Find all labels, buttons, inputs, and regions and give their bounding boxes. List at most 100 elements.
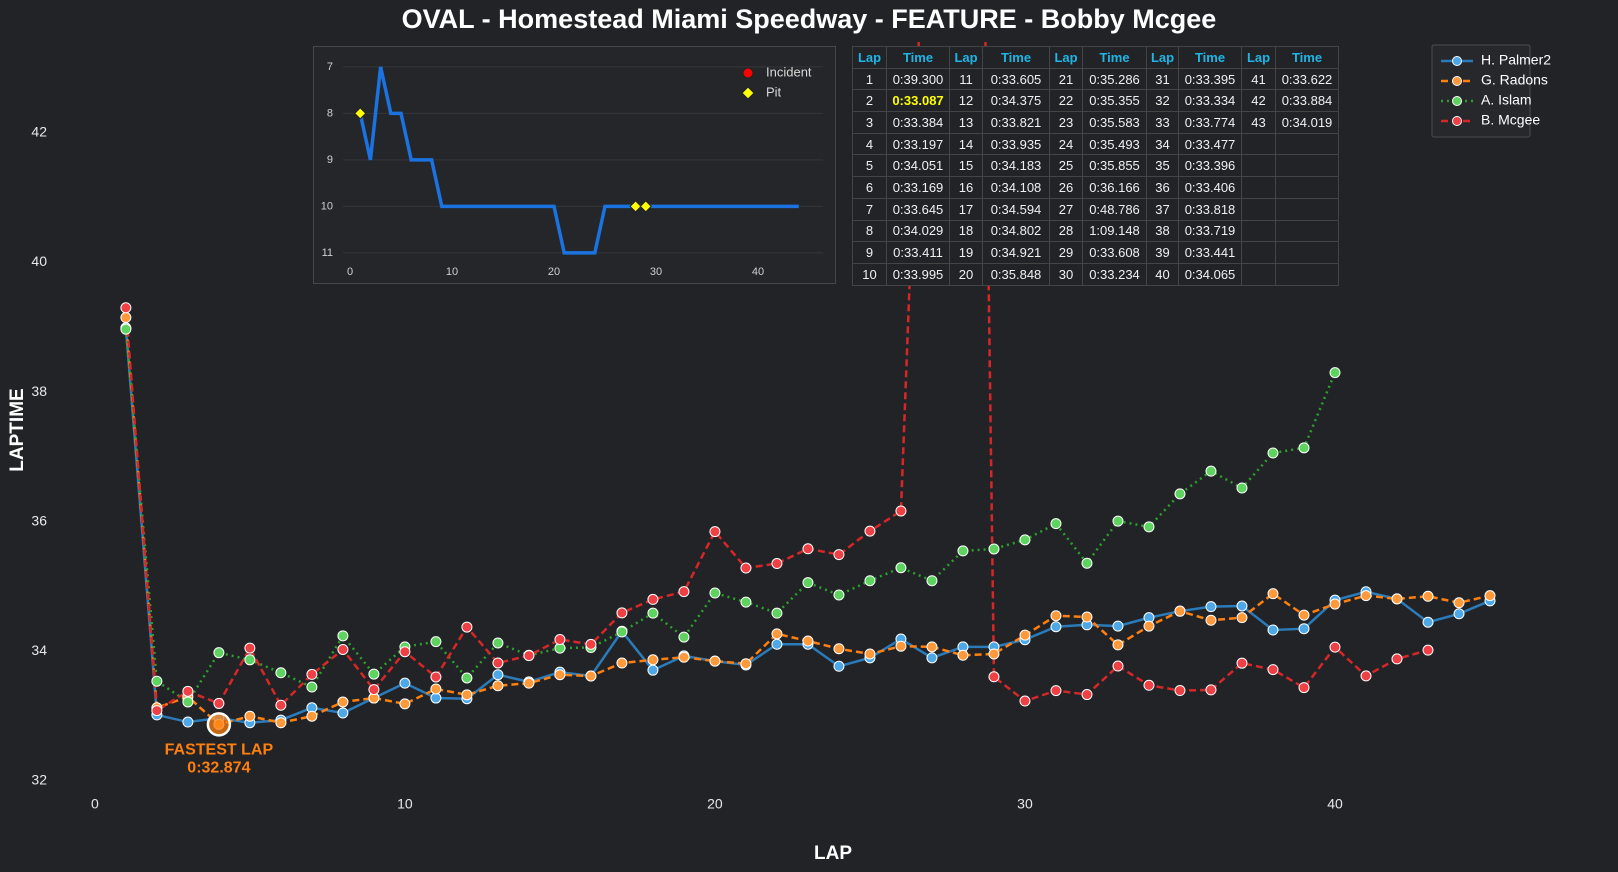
- data-point: [244, 654, 256, 666]
- data-point: [492, 680, 504, 692]
- table-cell: 0:33.441: [1178, 241, 1242, 264]
- data-point: [709, 526, 721, 538]
- data-point: [1112, 620, 1124, 632]
- data-point: [647, 654, 659, 666]
- table-cell: 6: [852, 176, 887, 199]
- lap-table: Lap Time Lap Time Lap Time Lap Time Lap Time 1 0:39…: [852, 46, 1339, 286]
- table-cell: 0:39.300: [886, 67, 950, 91]
- table-cell: 1:09.148: [1082, 219, 1147, 243]
- data-point: [554, 634, 566, 646]
- table-cell: 20: [949, 262, 983, 286]
- table-cell: 0:34.065: [1178, 262, 1242, 286]
- data-point: [678, 631, 690, 643]
- table-cell: 0:33.645: [886, 197, 950, 221]
- inset-frame: [313, 46, 836, 284]
- data-point: [1143, 679, 1155, 691]
- data-point: [864, 575, 876, 587]
- data-point: [275, 699, 287, 711]
- data-point: [1019, 534, 1031, 546]
- data-point: [771, 558, 783, 570]
- y-tick-label: 8: [327, 107, 333, 119]
- table-cell: Lap: [1241, 46, 1276, 69]
- table-cell: 0:35.355: [1082, 89, 1147, 113]
- data-point: [1174, 605, 1186, 617]
- table-cell: 0:34.183: [982, 154, 1050, 178]
- data-point: [802, 577, 814, 589]
- data-point: [120, 302, 132, 314]
- table-cell: 0:33.884: [1275, 89, 1339, 113]
- x-tick-label: 0: [347, 266, 353, 278]
- data-point: [585, 638, 597, 650]
- data-point: [1329, 367, 1341, 379]
- data-point: [1391, 653, 1403, 665]
- table-cell: 4: [852, 132, 887, 156]
- table-cell: 29: [1049, 241, 1083, 264]
- table-cell: 21: [1049, 67, 1083, 91]
- data-point: [399, 677, 411, 689]
- data-point: [678, 586, 690, 598]
- data-point: [1391, 593, 1403, 605]
- data-point: [1205, 465, 1217, 477]
- table-cell: 7: [852, 197, 887, 221]
- table-cell: 0:33.396: [1178, 154, 1242, 178]
- table-cell: 0:35.583: [1082, 111, 1147, 134]
- data-point: [1267, 624, 1279, 636]
- x-tick-label: 10: [446, 266, 458, 278]
- table-cell: 0:33.995: [886, 262, 950, 286]
- data-point: [337, 707, 349, 719]
- data-point: [430, 636, 442, 648]
- data-point: [244, 642, 256, 654]
- data-point: [709, 587, 721, 599]
- data-point: [1112, 639, 1124, 651]
- data-point: [1236, 600, 1248, 612]
- position-inset: 7 8 9 10 11 0 10 20 30 40 Incident Pit: [313, 46, 836, 284]
- data-point: [399, 698, 411, 710]
- y-axis-label: LAPTIME: [7, 388, 28, 471]
- table-cell: 0:34.108: [982, 176, 1050, 199]
- data-point: [430, 671, 442, 683]
- legend-marker: [1452, 76, 1462, 86]
- x-tick-label: 20: [707, 796, 723, 812]
- table-row: 1 0:39.300 11 0:33.605 21 0:35.286 31 0:33.395 4…: [852, 67, 1339, 91]
- table-cell: 0:34.921: [982, 241, 1050, 264]
- table-cell: 23: [1049, 111, 1083, 134]
- table-row: 6 0:33.169 16 0:34.108 26 0:36.166 36 0:33.406: [852, 176, 1339, 199]
- data-point: [709, 655, 721, 667]
- table-cell: [1275, 262, 1339, 286]
- data-point: [213, 647, 225, 659]
- table-cell: 0:33.169: [886, 176, 950, 199]
- data-point: [1453, 597, 1465, 609]
- data-point: [337, 630, 349, 642]
- table-cell: 15: [949, 154, 983, 178]
- table-cell: [1275, 154, 1339, 178]
- data-point: [1298, 623, 1310, 635]
- series-line: [124, 327, 1491, 724]
- data-point: [1112, 515, 1124, 527]
- data-point: [337, 696, 349, 708]
- data-point: [616, 607, 628, 619]
- data-point: [1484, 590, 1496, 602]
- table-cell: 39: [1146, 241, 1179, 264]
- table-cell: 0:33.605: [982, 67, 1050, 91]
- table-cell: 0:35.286: [1082, 67, 1147, 91]
- data-point: [275, 717, 287, 729]
- data-point: [740, 562, 752, 574]
- table-cell: 0:33.818: [1178, 197, 1242, 221]
- table-cell: 0:33.774: [1178, 111, 1242, 134]
- event-marker: [639, 200, 652, 213]
- table-cell: 28: [1049, 219, 1083, 243]
- y-tick-label: 9: [327, 154, 333, 166]
- series-line: [358, 66, 799, 255]
- data-point: [368, 684, 380, 696]
- data-point: [275, 667, 287, 679]
- data-point: [1267, 664, 1279, 676]
- fastest-lap-marker: [206, 712, 232, 737]
- table-cell: 0:34.051: [886, 154, 950, 178]
- data-point: [1143, 521, 1155, 533]
- data-point: [1050, 610, 1062, 622]
- y-tick-label: 42: [31, 123, 47, 139]
- table-cell: Time: [982, 46, 1050, 69]
- data-point: [1267, 447, 1279, 459]
- x-tick-label: 30: [1017, 796, 1033, 812]
- table-cell: 0:33.406: [1178, 176, 1242, 199]
